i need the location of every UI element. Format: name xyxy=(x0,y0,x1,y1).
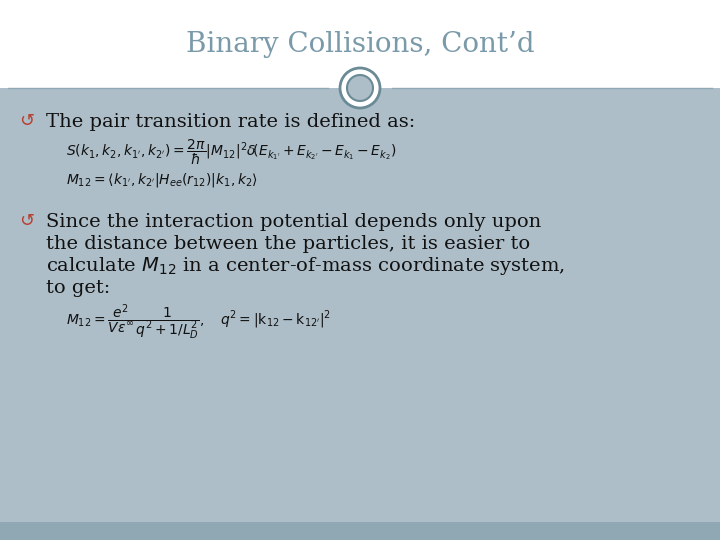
Circle shape xyxy=(340,68,380,108)
Text: The pair transition rate is defined as:: The pair transition rate is defined as: xyxy=(46,113,415,131)
Bar xyxy=(0,0,720,88)
Circle shape xyxy=(347,75,373,101)
Text: $\circlearrowleft$: $\circlearrowleft$ xyxy=(16,111,35,129)
Text: $\circlearrowleft$: $\circlearrowleft$ xyxy=(16,211,35,229)
Text: Binary Collisions, Cont’d: Binary Collisions, Cont’d xyxy=(186,30,534,57)
Text: $M_{12} = \dfrac{e^2}{V\varepsilon^{\infty}} \dfrac{1}{q^2+1/L_D^2},\quad q^2 = : $M_{12} = \dfrac{e^2}{V\varepsilon^{\inf… xyxy=(66,302,331,342)
Text: Since the interaction potential depends only upon: Since the interaction potential depends … xyxy=(46,213,541,231)
Text: the distance between the particles, it is easier to: the distance between the particles, it i… xyxy=(46,235,530,253)
Text: $S(k_1, k_2, k_{1'}, k_{2'}) = \dfrac{2\pi}{\hbar} |M_{12}|^2 \delta\!\left(E_{k: $S(k_1, k_2, k_{1'}, k_{2'}) = \dfrac{2\… xyxy=(66,137,396,167)
Text: to get:: to get: xyxy=(46,279,110,297)
Text: calculate $M_{12}$ in a center-of-mass coordinate system,: calculate $M_{12}$ in a center-of-mass c… xyxy=(46,255,565,277)
Text: $M_{12} = \langle k_{1'}, k_{2'}|H_{ee}(r_{12})|k_1, k_2 \rangle$: $M_{12} = \langle k_{1'}, k_{2'}|H_{ee}(… xyxy=(66,171,258,189)
Bar xyxy=(0,522,720,540)
Bar xyxy=(0,88,720,522)
